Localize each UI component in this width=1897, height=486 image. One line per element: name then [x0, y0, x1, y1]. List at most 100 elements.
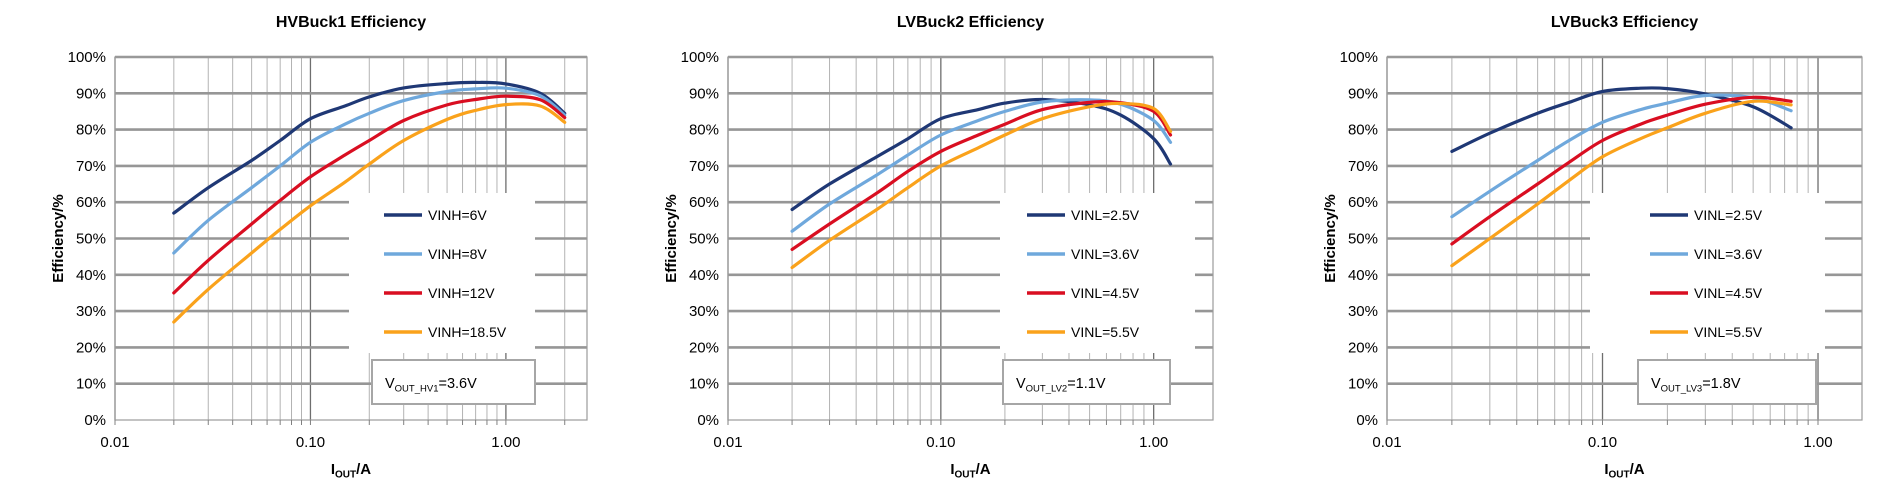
legend: VINL=2.5V VINL=3.6V VINL=4.5V VINL=5.5V — [1000, 193, 1195, 353]
legend-label: VINL=5.5V — [1071, 324, 1140, 340]
y-axis-title: Efficiency/% — [1322, 194, 1339, 282]
legend-entry-vinh-18-5v: VINH=18.5V — [384, 324, 507, 340]
chart-title: HVBuck1 Efficiency — [276, 14, 426, 31]
series-line-vinl-4-5v — [1450, 95, 1793, 246]
legend-entry-vinl-4-5v: VINL=4.5V — [1650, 285, 1763, 301]
y-tick-label: 40% — [76, 267, 106, 284]
y-axis-title: Efficiency/% — [50, 194, 67, 282]
series-line-vinl-2-5v — [790, 97, 1173, 212]
series-curves — [172, 80, 567, 324]
y-tick-label: 90% — [1348, 85, 1378, 102]
y-tick-label: 80% — [1348, 122, 1378, 139]
y-tick-label: 80% — [689, 122, 719, 139]
chart-panel-hvbuck1: VINH=6V VINH=8V VINH=12V VINH=18.5V VOUT_HV1… — [50, 14, 588, 481]
y-tick-label: 60% — [76, 194, 106, 211]
series-line-vinl-3-6v — [1450, 93, 1793, 219]
y-tick-label: 100% — [1340, 49, 1378, 66]
annotation-text: VOUT_LV2=1.1V — [1016, 376, 1106, 395]
x-tick-label: 0.01 — [100, 434, 129, 451]
chart-title: LVBuck2 Efficiency — [897, 14, 1044, 31]
legend-label: VINH=8V — [428, 246, 487, 262]
legend-entry-vinl-4-5v: VINL=4.5V — [1027, 285, 1140, 301]
x-axis-title: IOUT/A — [1604, 461, 1644, 481]
y-tick-label: 60% — [689, 194, 719, 211]
y-tick-labels: 0% 10% 20% 30% 40% 50% 60% 70% 80% 90% 100% — [1340, 49, 1378, 429]
y-tick-label: 80% — [76, 122, 106, 139]
x-tick-label: 0.10 — [296, 434, 325, 451]
x-tick-label: 0.01 — [713, 434, 742, 451]
x-minor-ticks — [727, 420, 1155, 425]
legend-entry-vinl-5-5v: VINL=5.5V — [1650, 324, 1763, 340]
annotation-box — [1637, 359, 1817, 405]
series-line-vinh-6v — [172, 80, 567, 215]
x-tick-label: 1.00 — [1803, 434, 1832, 451]
annotation-hvbuck1: VOUT_HV1=3.6V — [371, 359, 536, 405]
legend-entry-vinl-3-6v: VINL=3.6V — [1027, 246, 1140, 262]
legend-background — [1000, 193, 1195, 353]
y-tick-label: 10% — [689, 376, 719, 393]
y-tick-labels: 0% 10% 20% 30% 40% 50% 60% 70% 80% 90% 100% — [681, 49, 719, 429]
legend-label: VINH=6V — [428, 207, 487, 223]
legend-entry-vinl-3-6v: VINL=3.6V — [1650, 246, 1763, 262]
legend-label: VINL=4.5V — [1071, 285, 1140, 301]
x-tick-labels: 0.01 0.10 1.00 — [713, 434, 1168, 451]
legend-label: VINH=12V — [428, 285, 495, 301]
legend-label: VINL=5.5V — [1694, 324, 1763, 340]
legend-label: VINL=4.5V — [1694, 285, 1763, 301]
y-tick-label: 20% — [76, 339, 106, 356]
legend: VINH=6V VINH=8V VINH=12V VINH=18.5V — [349, 193, 535, 353]
legend-entry-vinl-2-5v: VINL=2.5V — [1650, 207, 1763, 223]
legend-entry-vinh-8v: VINH=8V — [384, 246, 487, 262]
y-tick-label: 50% — [1348, 231, 1378, 248]
legend-background — [349, 193, 535, 353]
y-tick-label: 70% — [689, 158, 719, 175]
series-curves — [790, 97, 1173, 270]
series-line-vinh-18-5v — [172, 102, 567, 324]
x-minor-ticks — [114, 420, 566, 425]
y-tick-label: 70% — [76, 158, 106, 175]
annotation-text: VOUT_HV1=3.6V — [385, 376, 477, 395]
y-tick-label: 10% — [76, 376, 106, 393]
x-tick-label: 1.00 — [491, 434, 520, 451]
y-tick-label: 70% — [1348, 158, 1378, 175]
x-tick-label: 0.10 — [926, 434, 955, 451]
y-tick-label: 30% — [1348, 303, 1378, 320]
y-tick-label: 30% — [76, 303, 106, 320]
x-axis-title: IOUT/A — [331, 461, 371, 481]
series-line-vinl-5-5v — [790, 101, 1173, 270]
legend-entry-vinh-12v: VINH=12V — [384, 285, 495, 301]
plot-frame — [1386, 56, 1863, 421]
series-line-vinl-5-5v — [1450, 99, 1793, 268]
legend-label: VINH=18.5V — [428, 324, 507, 340]
x-tick-labels: 0.01 0.10 1.00 — [1372, 434, 1832, 451]
y-axis-title: Efficiency/% — [663, 194, 680, 282]
y-tick-label: 50% — [689, 231, 719, 248]
x-minor-ticks — [1386, 420, 1819, 425]
y-tick-label: 20% — [1348, 339, 1378, 356]
legend-entry-vinh-6v: VINH=6V — [384, 207, 487, 223]
y-tick-label: 90% — [76, 85, 106, 102]
x-axis-title: IOUT/A — [950, 461, 990, 481]
y-tick-label: 30% — [689, 303, 719, 320]
plot-frame — [727, 56, 1214, 421]
series-curves — [1450, 86, 1793, 268]
series-line-vinh-12v — [172, 94, 567, 295]
series-line-vinh-8v — [172, 86, 567, 255]
y-tick-labels: 0% 10% 20% 30% 40% 50% 60% 70% 80% 90% 100% — [68, 49, 106, 429]
legend-label: VINL=2.5V — [1071, 207, 1140, 223]
legend-entry-vinl-5-5v: VINL=5.5V — [1027, 324, 1140, 340]
x-tick-label: 1.00 — [1139, 434, 1168, 451]
y-tick-label: 0% — [84, 412, 106, 429]
y-tick-label: 60% — [1348, 194, 1378, 211]
y-tick-label: 100% — [681, 49, 719, 66]
chart-title: LVBuck3 Efficiency — [1551, 14, 1698, 31]
chart-panel-lvbuck2: VINL=2.5V VINL=3.6V VINL=4.5V VINL=5.5V VOUT… — [663, 14, 1214, 481]
legend-label: VINL=3.6V — [1694, 246, 1763, 262]
annotation-lvbuck2: VOUT_LV2=1.1V — [1002, 359, 1171, 405]
y-tick-label: 100% — [68, 49, 106, 66]
y-tick-label: 40% — [689, 267, 719, 284]
legend-label: VINL=2.5V — [1694, 207, 1763, 223]
y-tick-label: 10% — [1348, 376, 1378, 393]
